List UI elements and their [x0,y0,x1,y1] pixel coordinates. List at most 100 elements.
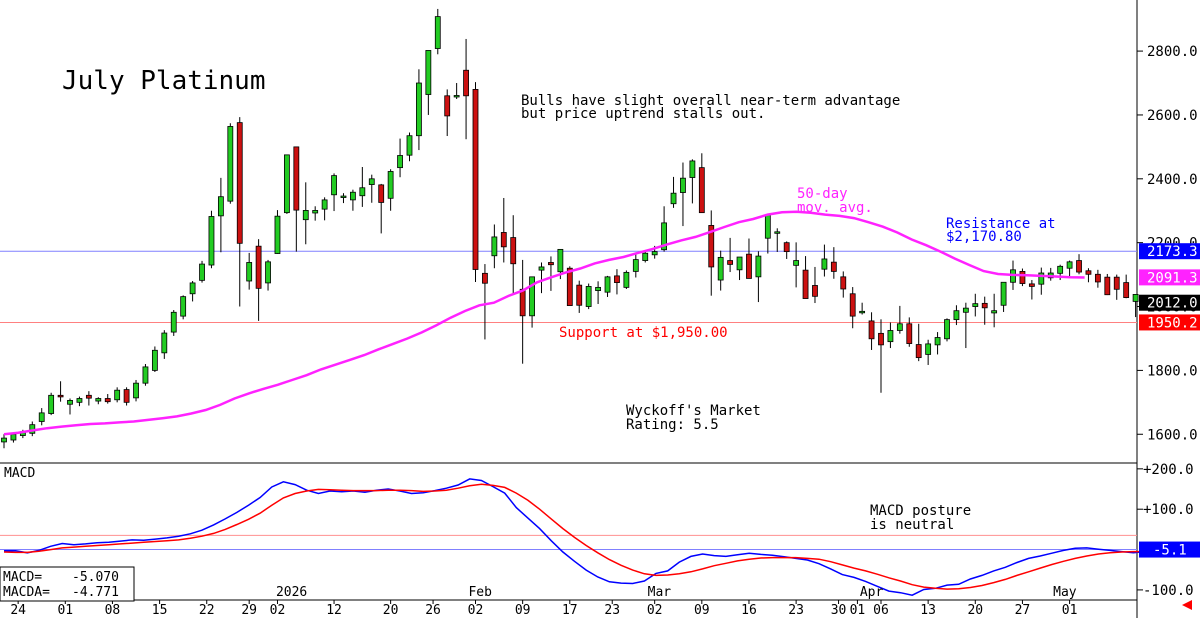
x-tick-label: 01 [850,603,866,618]
candle-up [38,412,45,422]
candle-up [180,296,187,317]
candle-down [981,302,988,309]
candle-up [283,154,290,214]
candle-up [972,303,979,307]
candle-up [1066,261,1073,269]
ma50-line [3,210,1085,436]
candle-down [812,285,818,297]
x-period-label: Feb [468,585,492,600]
price-tag-label: 2012.0 [1147,296,1198,312]
candle-up [331,175,337,196]
x-tick-label: 20 [967,603,983,618]
macd-y-tick-label: +200.0 [1143,462,1194,478]
price-tag-box [1139,314,1200,331]
candle-down [849,293,856,317]
macd-y-tick-label: -100.0 [1143,583,1194,599]
candle-up [312,210,319,214]
price-tag-box [1139,269,1200,286]
x-tick-label: 09 [694,603,710,618]
candle-up [340,195,347,198]
x-period-label: 2026 [276,585,307,600]
candle-up [95,398,102,402]
candle-up [736,256,743,271]
candle-down [727,260,734,265]
candle-down [802,269,809,299]
candle-down [519,288,526,317]
candle-up [991,310,998,314]
candle-down [830,261,837,272]
x-tick-label: 23 [604,603,620,618]
candle-up [859,310,866,314]
y-tick-label: 2600.0 [1147,108,1198,124]
candle-up [887,330,894,343]
macd-readout-label: MACD= [3,570,42,585]
candle-up [227,126,234,202]
candle-up [925,343,932,355]
candle-down [746,253,752,279]
candle-up [1,437,7,443]
candle-up [48,394,55,414]
candle-up [1000,281,1007,306]
annotation-resistance: Resistance at $2,170.80 [946,216,1056,245]
candle-down [123,389,130,403]
candle-up [585,286,592,307]
x-period-label: Mar [648,585,672,600]
candle-up [821,258,828,270]
candle-up [321,199,328,210]
macd-readout-value: -5.070 [72,570,119,585]
candle-down [293,146,300,211]
annotation-rating: Wyckoff's Market Rating: 5.5 [626,403,761,433]
candle-up [755,255,762,278]
candle-down [906,323,913,344]
candle-down [1076,260,1082,273]
candle-up [246,262,253,282]
macd-tag-box [1139,541,1200,558]
chart-title: July Platinum [62,66,266,96]
candle-down [500,232,507,248]
x-tick-label: 06 [873,603,889,618]
candle-down [840,276,847,290]
candle-up [368,178,375,185]
candle-up [774,231,781,234]
candle-up [387,171,394,199]
annotation-support: Support at $1,950.00 [559,325,728,341]
candle-up [651,251,658,256]
candle-up [595,286,601,291]
candle-up [133,382,139,399]
x-tick-label: 02 [468,603,484,618]
candle-up [661,222,667,251]
y-tick-label: 2400.0 [1147,172,1198,188]
candle-up [944,319,950,340]
candle-down [463,69,469,97]
x-tick-label: 20 [383,603,399,618]
y-tick-label: 2800.0 [1147,44,1198,60]
candle-down [915,344,922,359]
macd-title: MACD [4,466,35,481]
price-tag-label: 2091.3 [1147,270,1198,286]
x-tick-label: 24 [10,603,26,618]
candle-up [274,215,281,254]
candle-up [76,398,83,403]
candle-down [378,184,385,203]
candle-up [934,337,941,346]
candle-up [632,259,639,272]
candle-up [114,389,121,401]
candle-up [67,400,73,405]
candle-up [623,271,630,288]
x-period-label: Apr [860,585,884,600]
candle-up [491,236,498,257]
scroll-arrow-icon [1182,600,1192,610]
x-tick-label: 01 [57,603,73,618]
candle-up [189,282,196,295]
candle-up [10,433,17,441]
candle-down [708,225,715,268]
annotation-bias: Bulls have slight overall near-term adva… [521,93,900,122]
candle-up [359,187,366,197]
candle-up [953,310,960,321]
candle-up [642,252,649,261]
candle-down [1113,276,1120,290]
x-tick-label: 13 [920,603,936,618]
x-tick-label: 02 [647,603,663,618]
candle-up [397,155,403,169]
x-tick-label: 15 [152,603,168,618]
